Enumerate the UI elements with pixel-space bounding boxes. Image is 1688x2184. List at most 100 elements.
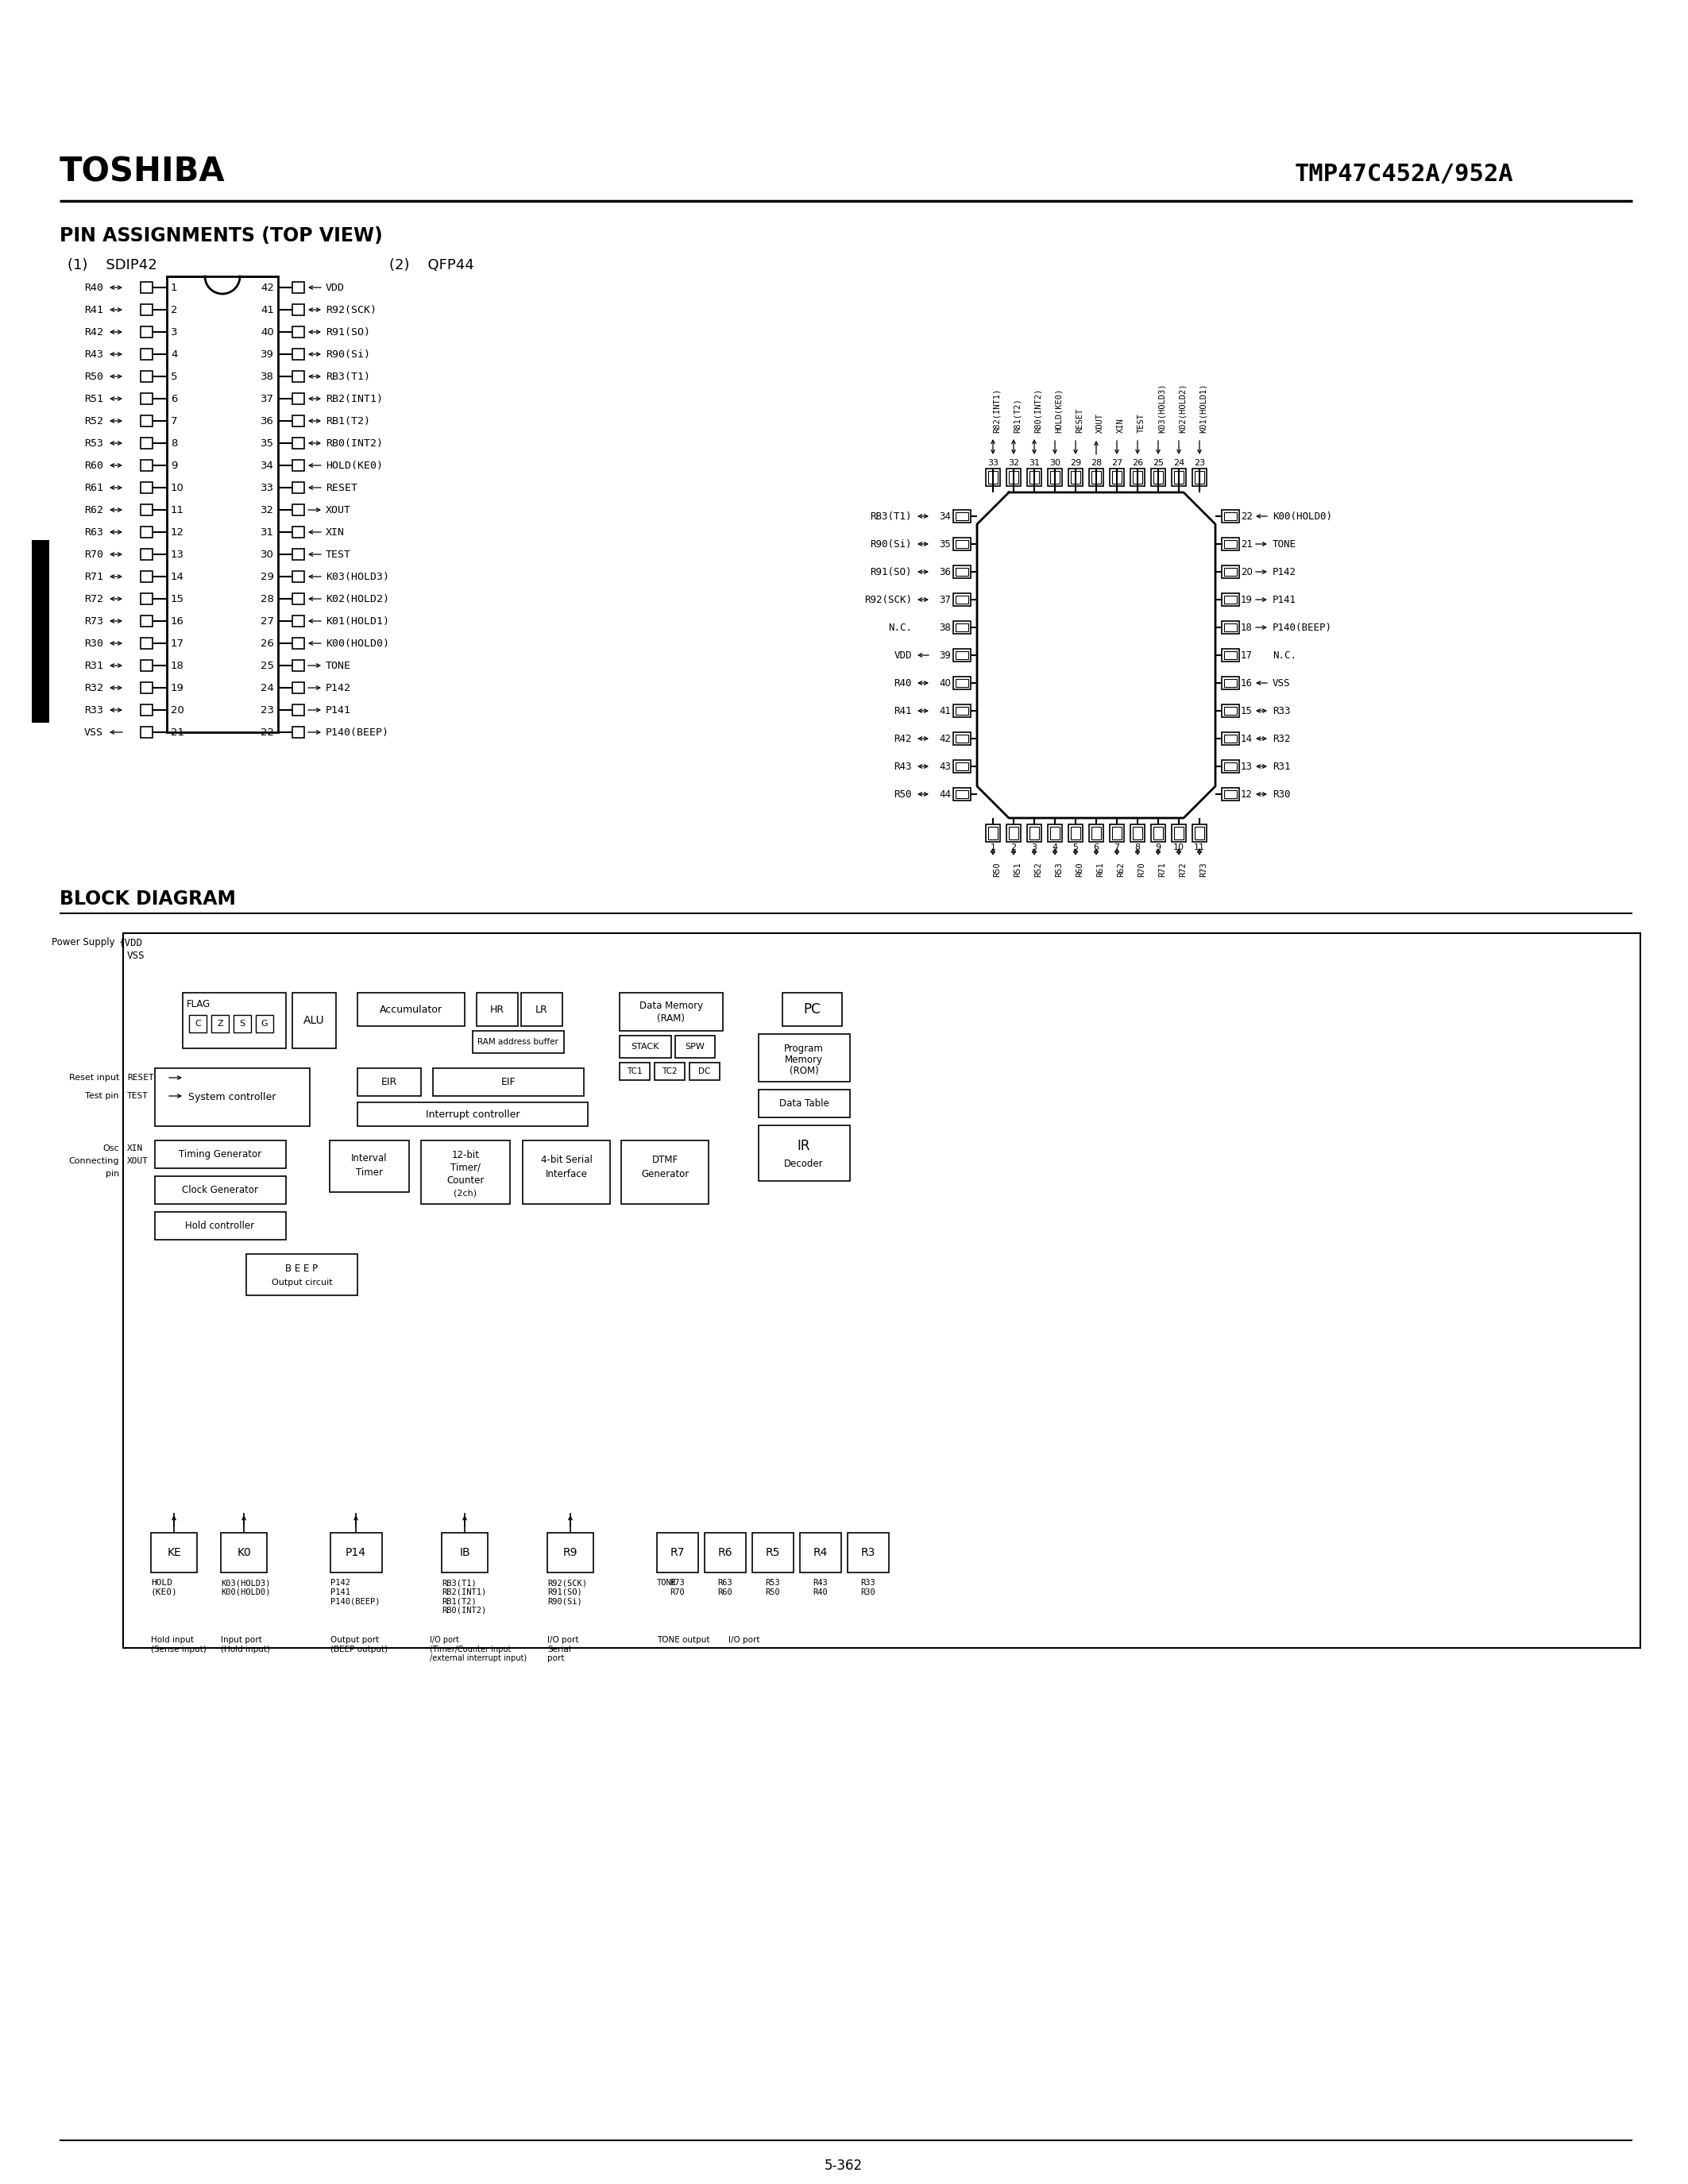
Text: P141: P141 — [1273, 594, 1296, 605]
Text: R73: R73 — [1200, 863, 1207, 876]
Bar — [292, 282, 304, 293]
Text: XIN: XIN — [127, 1144, 143, 1153]
Text: Timing Generator: Timing Generator — [179, 1149, 262, 1160]
Bar — [986, 470, 999, 487]
Text: R7: R7 — [670, 1546, 685, 1557]
Bar — [292, 393, 304, 404]
Text: 42: 42 — [939, 734, 950, 745]
Bar — [1222, 677, 1239, 690]
Text: R50: R50 — [895, 788, 912, 799]
Bar — [1195, 472, 1204, 483]
Text: 37: 37 — [939, 594, 950, 605]
Text: TONE: TONE — [1273, 539, 1296, 548]
Bar — [1133, 828, 1143, 839]
Text: K01(HOLD1): K01(HOLD1) — [326, 616, 390, 627]
Text: 13: 13 — [1241, 762, 1252, 771]
Text: 33: 33 — [987, 459, 999, 467]
Text: R32: R32 — [1273, 734, 1290, 745]
Text: 6: 6 — [170, 393, 177, 404]
Bar — [1192, 470, 1207, 487]
Text: R4: R4 — [814, 1546, 827, 1557]
Bar — [1224, 539, 1237, 548]
Bar — [140, 570, 152, 583]
Text: R63
R60: R63 R60 — [717, 1579, 733, 1597]
Bar — [955, 679, 969, 688]
Text: R40: R40 — [84, 282, 103, 293]
Text: R91(SO): R91(SO) — [326, 328, 370, 336]
Bar — [954, 620, 971, 633]
Text: 23: 23 — [1193, 459, 1205, 467]
Text: 35: 35 — [939, 539, 950, 548]
Bar — [1222, 509, 1239, 522]
Text: 17: 17 — [1241, 651, 1252, 660]
Text: VDD: VDD — [895, 651, 912, 660]
Text: RB0(INT2): RB0(INT2) — [326, 439, 383, 448]
Text: XOUT: XOUT — [1096, 413, 1104, 432]
Text: 8: 8 — [170, 439, 177, 448]
Text: R41: R41 — [895, 705, 912, 716]
Text: 33: 33 — [260, 483, 273, 494]
Text: 31: 31 — [260, 526, 273, 537]
Bar — [358, 1068, 420, 1096]
Text: 28: 28 — [1090, 459, 1102, 467]
Text: HOLD
(KE0): HOLD (KE0) — [150, 1579, 177, 1597]
Bar — [155, 1177, 285, 1203]
Text: Connecting: Connecting — [69, 1158, 120, 1164]
Text: Accumulator: Accumulator — [380, 1005, 442, 1016]
Bar — [155, 1140, 285, 1168]
Text: Counter: Counter — [447, 1175, 484, 1186]
Bar — [955, 791, 969, 797]
Text: TONE: TONE — [657, 1579, 677, 1588]
Text: R90(Si): R90(Si) — [871, 539, 912, 548]
Bar — [1224, 513, 1237, 520]
Bar — [1092, 472, 1101, 483]
Text: XOUT: XOUT — [326, 505, 351, 515]
Text: 21: 21 — [170, 727, 184, 738]
Text: R32: R32 — [84, 684, 103, 692]
Text: 24: 24 — [260, 684, 273, 692]
Bar — [292, 437, 304, 448]
Bar — [155, 1068, 311, 1127]
Text: 14: 14 — [170, 572, 184, 581]
Text: R43: R43 — [84, 349, 103, 360]
Text: R41: R41 — [84, 304, 103, 314]
Text: 17: 17 — [170, 638, 184, 649]
Text: 28: 28 — [260, 594, 273, 605]
Bar — [292, 594, 304, 605]
Text: 32: 32 — [260, 505, 273, 515]
Text: Timer/: Timer/ — [451, 1162, 481, 1173]
Bar — [847, 1533, 890, 1572]
Text: VSS: VSS — [84, 727, 103, 738]
Bar — [955, 568, 969, 577]
Text: Interval: Interval — [351, 1153, 388, 1164]
Text: 6: 6 — [1094, 843, 1099, 852]
Text: TC2: TC2 — [662, 1068, 677, 1075]
Bar — [292, 505, 304, 515]
Text: R60: R60 — [84, 461, 103, 470]
Bar — [292, 304, 304, 314]
Text: Clock Generator: Clock Generator — [182, 1184, 258, 1195]
Text: 34: 34 — [939, 511, 950, 522]
Text: R52: R52 — [1035, 863, 1041, 876]
Bar — [657, 1533, 699, 1572]
Text: 19: 19 — [1241, 594, 1252, 605]
Bar — [1222, 620, 1239, 633]
Text: PIN ASSIGNMENTS (TOP VIEW): PIN ASSIGNMENTS (TOP VIEW) — [59, 227, 383, 245]
Bar — [292, 548, 304, 559]
Text: Hold controller: Hold controller — [186, 1221, 255, 1230]
Bar — [1048, 823, 1062, 841]
Text: R43
R40: R43 R40 — [814, 1579, 829, 1597]
Bar — [1006, 470, 1021, 487]
Text: R53: R53 — [84, 439, 103, 448]
Bar — [783, 994, 842, 1026]
Text: R33: R33 — [1273, 705, 1290, 716]
Text: TC1: TC1 — [626, 1068, 643, 1075]
Text: R50: R50 — [993, 863, 1001, 876]
Bar — [1224, 651, 1237, 660]
Bar — [1069, 823, 1082, 841]
Text: 27: 27 — [260, 616, 273, 627]
Bar — [221, 1533, 267, 1572]
Text: R72: R72 — [84, 594, 103, 605]
Bar — [1224, 791, 1237, 797]
Text: TEST: TEST — [127, 1092, 149, 1101]
